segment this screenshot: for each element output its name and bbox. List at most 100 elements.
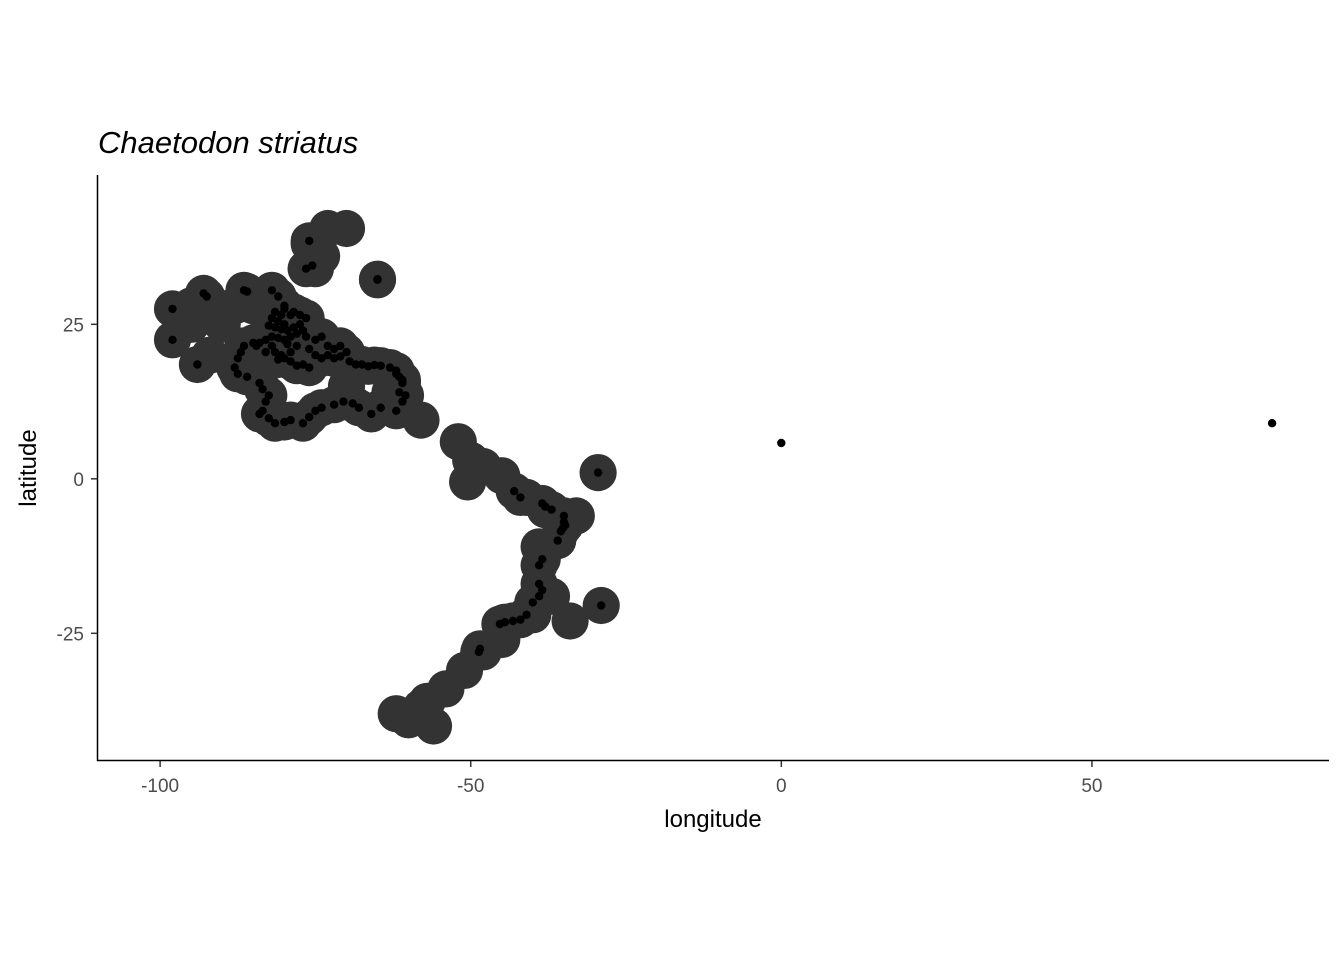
- occurrence-point: [252, 341, 261, 351]
- occurrence-point: [233, 354, 242, 363]
- occurrence-point: [236, 347, 246, 357]
- occurrence-point: [274, 317, 283, 326]
- x-tick-label: -100: [141, 776, 179, 797]
- y-axis-ticks: -25 0 25: [57, 315, 97, 645]
- occurrence-point: [311, 406, 320, 415]
- occurrence-point: [283, 326, 292, 335]
- occurrence-point: [286, 415, 295, 425]
- occurrence-point: [261, 347, 270, 357]
- occurrence-point: [528, 598, 537, 607]
- occurrence-point: [286, 332, 295, 341]
- occurrence-point: [301, 313, 311, 323]
- occurrence-point: [401, 391, 410, 400]
- occurrence-point: [329, 400, 339, 409]
- range-buffer-disc: [234, 287, 272, 325]
- occurrence-point: [298, 326, 308, 335]
- occurrence-point: [317, 332, 326, 341]
- occurrence-point: [305, 363, 314, 372]
- occurrence-point: [261, 397, 270, 406]
- occurrence-point: [267, 332, 277, 341]
- occurrence-point: [305, 236, 314, 246]
- occurrence-point: [777, 438, 786, 448]
- occurrence-point: [367, 409, 376, 419]
- occurrence-point: [289, 323, 298, 332]
- occurrence-point: [267, 313, 277, 323]
- occurrence-point: [286, 357, 295, 366]
- y-tick-label: -25: [57, 624, 84, 645]
- occurrence-point: [311, 335, 320, 344]
- occurrence-point: [534, 579, 544, 589]
- occurrence-point: [342, 347, 351, 357]
- y-tick-label: 25: [63, 315, 84, 336]
- occurrence-points-layer: [168, 236, 1277, 657]
- range-buffer-disc: [514, 596, 552, 634]
- occurrence-point: [267, 341, 277, 351]
- occurrence-point: [239, 341, 249, 351]
- occurrence-point: [317, 354, 326, 363]
- occurrence-point: [292, 341, 301, 351]
- occurrence-point: [495, 619, 505, 629]
- occurrence-point: [547, 505, 556, 514]
- range-buffer-disc: [296, 250, 334, 288]
- occurrence-point: [274, 333, 283, 343]
- occurrence-point: [193, 360, 202, 369]
- occurrence-point: [305, 344, 314, 354]
- range-buffer-disc: [520, 528, 558, 566]
- occurrence-point: [264, 414, 273, 423]
- occurrence-point: [357, 360, 367, 369]
- occurrence-point: [301, 332, 311, 341]
- occurrence-point: [261, 335, 270, 344]
- occurrence-point: [597, 601, 606, 610]
- occurrence-point: [280, 304, 289, 314]
- occurrence-point: [376, 403, 385, 412]
- range-buffer-disc: [483, 457, 521, 495]
- occurrence-point: [508, 616, 518, 626]
- occurrence-point: [593, 468, 603, 477]
- occurrence-point: [474, 647, 483, 657]
- occurrence-point: [392, 369, 401, 378]
- occurrence-point: [258, 385, 267, 394]
- occurrence-point: [395, 388, 404, 397]
- occurrence-point: [351, 360, 360, 369]
- occurrence-point: [376, 361, 385, 370]
- range-buffer-disc: [172, 287, 210, 325]
- occurrence-point: [559, 511, 569, 521]
- occurrence-point: [522, 610, 531, 619]
- occurrence-point: [1267, 419, 1277, 428]
- occurrence-point: [553, 536, 562, 545]
- occurrence-point: [311, 351, 320, 360]
- occurrence-point: [298, 419, 308, 428]
- occurrence-point: [534, 592, 544, 601]
- occurrence-point: [305, 412, 314, 422]
- occurrence-point: [202, 292, 211, 301]
- occurrence-point: [329, 354, 339, 363]
- y-axis-title: latitude: [15, 429, 42, 506]
- occurrence-point: [510, 487, 519, 496]
- range-buffer-disc: [327, 367, 366, 405]
- occurrence-point: [308, 261, 317, 270]
- occurrence-point: [274, 292, 283, 301]
- occurrence-point: [168, 304, 177, 314]
- x-tick-label: 0: [776, 776, 787, 797]
- occurrence-point: [329, 344, 339, 354]
- occurrence-point: [398, 375, 407, 385]
- occurrence-point: [345, 357, 354, 366]
- occurrence-point: [270, 323, 280, 332]
- range-buffer-disc: [449, 463, 487, 501]
- occurrence-point: [168, 335, 177, 344]
- occurrence-point: [392, 406, 401, 415]
- occurrence-point: [385, 363, 395, 372]
- occurrence-point: [286, 347, 295, 357]
- occurrence-point: [295, 320, 305, 329]
- occurrence-point: [516, 493, 525, 502]
- occurrence-point: [242, 287, 252, 296]
- occurrence-point: [270, 419, 280, 428]
- range-buffer-disc: [551, 602, 589, 640]
- occurrence-point: [541, 502, 550, 511]
- occurrence-point: [398, 397, 407, 406]
- range-buffer-disc: [402, 401, 440, 439]
- occurrence-point: [230, 363, 239, 372]
- occurrence-point: [556, 527, 565, 536]
- x-axis-ticks: -100 -50 0 50: [141, 761, 1103, 797]
